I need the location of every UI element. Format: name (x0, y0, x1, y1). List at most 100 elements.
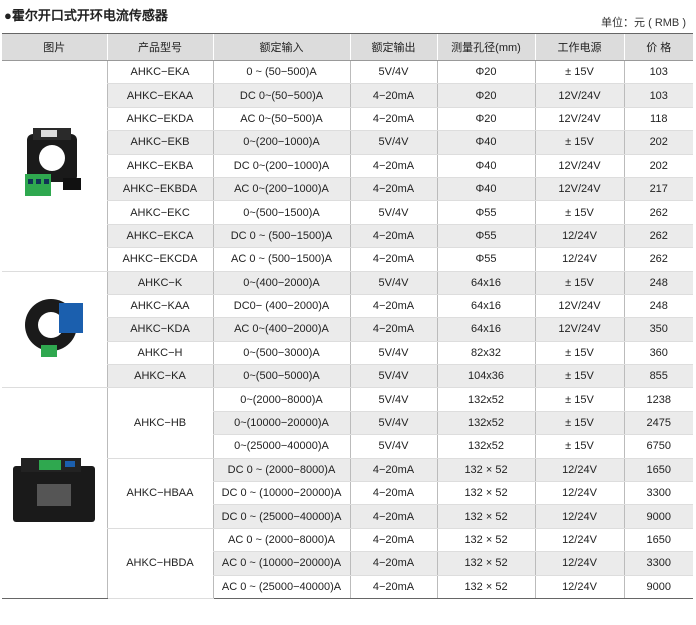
model-cell: AHKC−HBAA (106, 458, 213, 529)
table-row: AHKC−KDA AC 0~(400−2000)A 4−20mA 64x16 12V/2… (2, 317, 693, 342)
power-cell: ± 15V (534, 411, 624, 436)
aperture-cell: Φ55 (436, 200, 535, 225)
aperture-cell: Φ55 (436, 247, 535, 272)
product-picture (2, 271, 107, 389)
table-row: AHKC−EKBA DC 0~(200−1000)A 4−20mA Φ40 12V/24… (2, 154, 693, 178)
power-cell: ± 15V (534, 387, 624, 412)
model-cell: AHKC−EKA (106, 60, 213, 85)
aperture-cell: 132x52 (436, 387, 535, 412)
price-cell: 6750 (623, 434, 693, 459)
price-cell: 202 (623, 154, 693, 178)
power-cell: 12/24V (534, 575, 624, 599)
table-row: AC 0 ~ (25000−40000)A 4−20mA 132 × 52 12/24… (2, 575, 693, 599)
header-picture: 图片 (2, 33, 107, 61)
aperture-cell: Φ55 (436, 224, 535, 249)
input-cell: AC 0 ~ (500−1500)A (212, 247, 350, 272)
input-cell: DC 0~(200−1000)A (212, 154, 350, 178)
output-cell: 4−20mA (349, 247, 437, 272)
input-cell: AC 0 ~ (10000−20000)A (212, 551, 350, 576)
price-cell: 3300 (623, 551, 693, 576)
output-cell: 5V/4V (349, 411, 437, 436)
input-cell: DC0− (400−2000)A (212, 294, 350, 319)
aperture-cell: Φ20 (436, 60, 535, 85)
output-cell: 4−20mA (349, 458, 437, 483)
page-title: ●霍尔开口式开环电流传感器 (4, 8, 168, 23)
aperture-cell: Φ20 (436, 107, 535, 132)
table-header: 图片 产品型号 额定输入 额定输出 测量孔径(mm) 工作电源 价 格 (2, 33, 693, 61)
table-row: DC 0 ~ (25000−40000)A 4−20mA 132 × 52 12/24… (2, 504, 693, 529)
table-row: AHKC−EKA 0 ~ (50−500)A 5V/4V Φ20 ± 15V 103 (2, 60, 693, 272)
input-cell: 0~(500−1500)A (212, 200, 350, 225)
output-cell: 5V/4V (349, 200, 437, 225)
aperture-cell: 132 × 52 (436, 481, 535, 506)
model-cell: AHKC−KDA (106, 317, 213, 342)
output-cell: 4−20mA (349, 317, 437, 342)
price-cell: 350 (623, 317, 693, 342)
aperture-cell: Φ40 (436, 154, 535, 178)
output-cell: 4−20mA (349, 224, 437, 249)
header-aperture: 测量孔径(mm) (436, 33, 535, 61)
power-cell: 12V/24V (534, 154, 624, 178)
price-cell: 248 (623, 294, 693, 319)
aperture-cell: 64x16 (436, 317, 535, 342)
input-cell: DC 0~(50−500)A (212, 83, 350, 108)
table-row: AHKC−EKBDA AC 0~(200−1000)A 4−20mA Φ40 12V/2… (2, 177, 693, 202)
price-cell: 103 (623, 83, 693, 108)
table-row: AHKC−KAA DC0− (400−2000)A 4−20mA 64x16 12V/2… (2, 294, 693, 319)
input-cell: AC 0~(50−500)A (212, 107, 350, 132)
power-cell: ± 15V (534, 341, 624, 366)
sensor-hb-icon (9, 457, 99, 535)
power-cell: 12V/24V (534, 177, 624, 202)
power-cell: 12/24V (534, 247, 624, 272)
aperture-cell: 104x36 (436, 364, 535, 389)
table-row: AHKC−EKCDA AC 0 ~ (500−1500)A 4−20mA Φ55 12/… (2, 247, 693, 272)
output-cell: 4−20mA (349, 551, 437, 576)
aperture-cell: 132 × 52 (436, 458, 535, 483)
model-cell: AHKC−EKB (106, 130, 213, 155)
power-cell: 12/24V (534, 528, 624, 553)
table-row: AHKC−EKCA DC 0 ~ (500−1500)A 4−20mA Φ55 12/2… (2, 224, 693, 249)
output-cell: 5V/4V (349, 434, 437, 459)
output-cell: 5V/4V (349, 130, 437, 155)
aperture-cell: Φ40 (436, 130, 535, 155)
table-row: AHKC−EKC 0~(500−1500)A 5V/4V Φ55 ± 15V 262 (2, 200, 693, 225)
model-cell: AHKC−EKAA (106, 83, 213, 108)
power-cell: 12/24V (534, 458, 624, 483)
aperture-cell: 132x52 (436, 434, 535, 459)
output-cell: 4−20mA (349, 177, 437, 202)
model-cell: AHKC−HBDA (106, 528, 213, 599)
price-table: 图片 产品型号 额定输入 额定输出 测量孔径(mm) 工作电源 价 格 AHKC… (2, 33, 693, 599)
price-cell: 118 (623, 107, 693, 132)
header-output: 额定输出 (349, 33, 437, 61)
price-cell: 248 (623, 271, 693, 295)
power-cell: ± 15V (534, 271, 624, 295)
input-cell: 0~(2000−8000)A (212, 387, 350, 412)
model-cell: AHKC−HB (106, 387, 213, 459)
model-cell: AHKC−EKBDA (106, 177, 213, 202)
input-cell: DC 0 ~ (500−1500)A (212, 224, 350, 249)
model-cell: AHKC−EKBA (106, 154, 213, 178)
table-row: AHKC−H 0~(500−3000)A 5V/4V 82x32 ± 15V 360 (2, 341, 693, 366)
aperture-cell: 82x32 (436, 341, 535, 366)
sensor-ek-icon (19, 128, 89, 207)
input-cell: DC 0 ~ (2000−8000)A (212, 458, 350, 483)
price-cell: 1650 (623, 528, 693, 553)
input-cell: AC 0 ~ (25000−40000)A (212, 575, 350, 599)
table-row: AC 0 ~ (10000−20000)A 4−20mA 132 × 52 12/24… (2, 551, 693, 576)
power-cell: ± 15V (534, 434, 624, 459)
input-cell: 0~(25000−40000)A (212, 434, 350, 459)
output-cell: 5V/4V (349, 60, 437, 85)
price-cell: 262 (623, 247, 693, 272)
power-cell: 12/24V (534, 551, 624, 576)
output-cell: 4−20mA (349, 107, 437, 132)
aperture-cell: Φ40 (436, 177, 535, 202)
input-cell: 0~(400−2000)A (212, 271, 350, 295)
price-cell: 202 (623, 130, 693, 155)
model-cell: AHKC−EKCA (106, 224, 213, 249)
price-cell: 262 (623, 200, 693, 225)
product-picture (2, 60, 107, 272)
output-cell: 4−20mA (349, 528, 437, 553)
table-row: DC 0 ~ (10000−20000)A 4−20mA 132 × 52 12/24… (2, 481, 693, 506)
price-cell: 855 (623, 364, 693, 389)
output-cell: 4−20mA (349, 83, 437, 108)
